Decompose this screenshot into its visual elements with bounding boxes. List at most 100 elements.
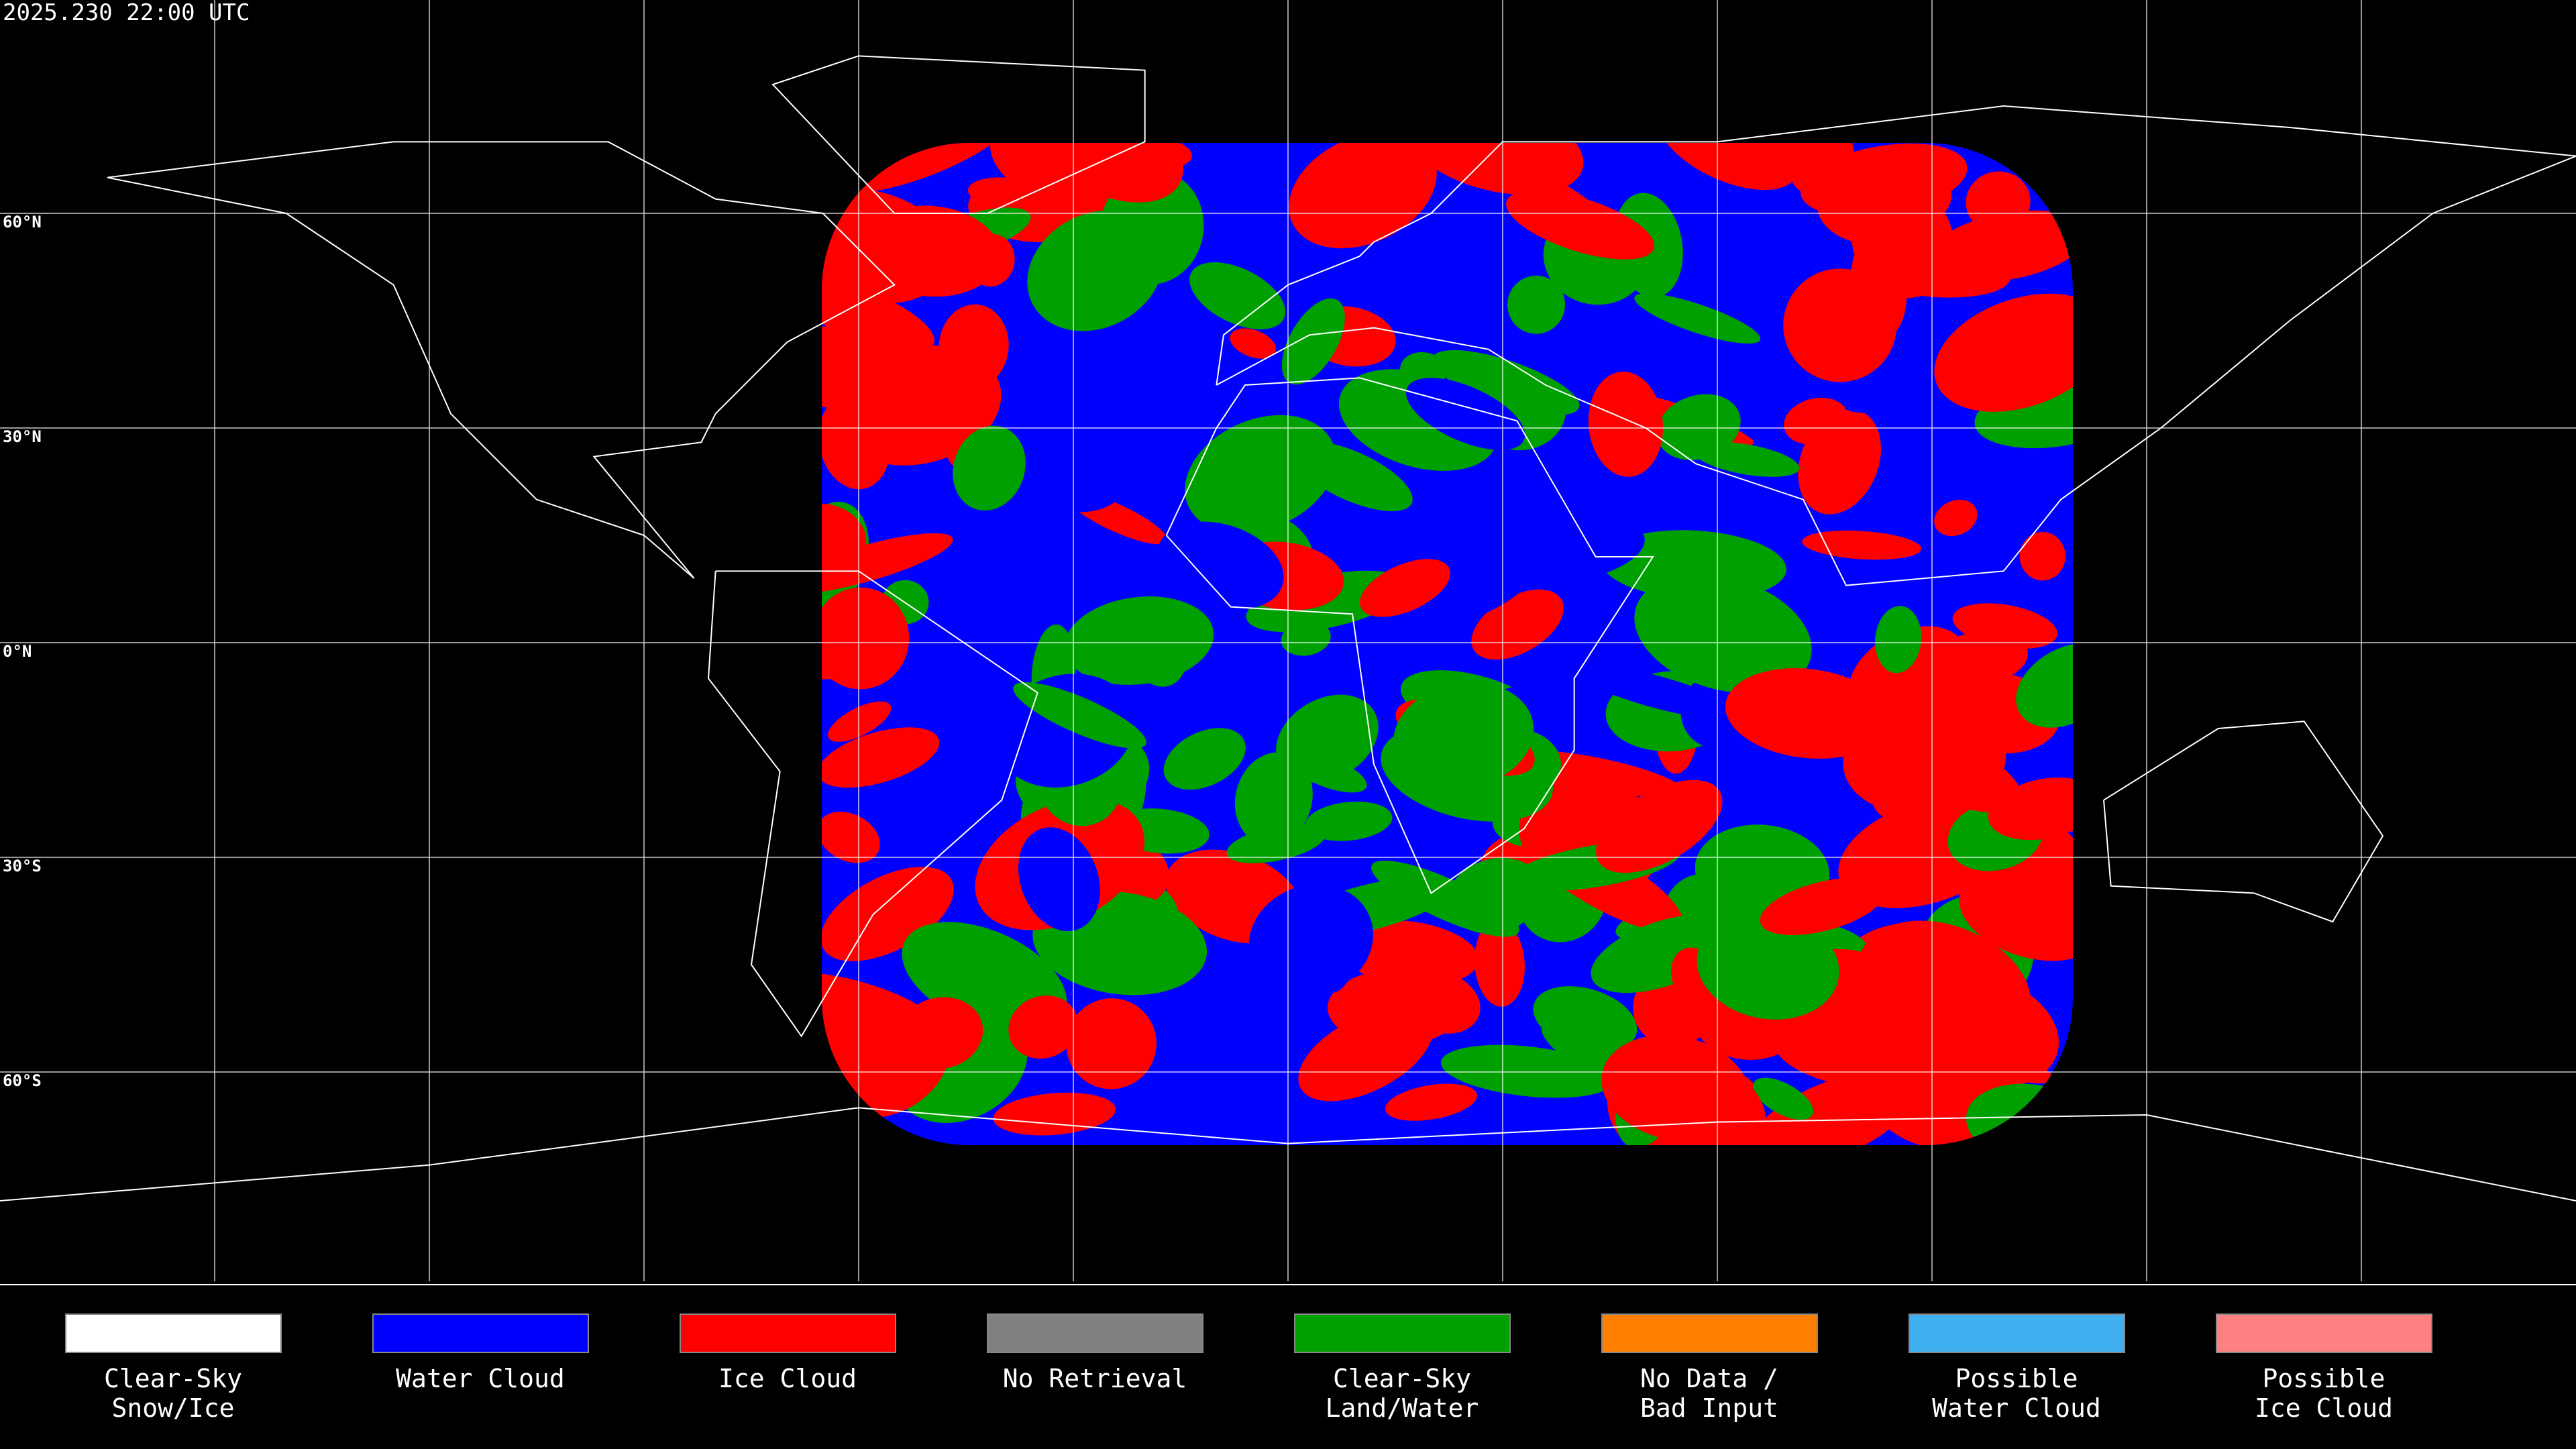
legend-label: Water Cloud xyxy=(1932,1393,2101,1423)
cloud-area xyxy=(1802,530,1922,560)
clear-sky-area xyxy=(1027,210,1164,331)
cloud-area xyxy=(2019,531,2065,581)
cloud-area xyxy=(822,727,940,788)
clear-sky-area xyxy=(1693,441,1800,477)
cloud-area xyxy=(1958,685,2006,782)
clear-sky-area xyxy=(1875,606,1922,674)
coastline xyxy=(2103,720,2384,923)
cloud-area xyxy=(1601,1034,1750,1142)
legend-label: No Retrieval xyxy=(1003,1364,1187,1393)
cloud-area xyxy=(1775,1025,1922,1089)
cloud-area xyxy=(1248,884,1373,996)
cloud-area xyxy=(822,587,910,690)
coastline xyxy=(1216,105,2576,586)
legend-label: Land/Water xyxy=(1326,1393,1479,1423)
cloud-area xyxy=(822,533,953,594)
cloud-phase-image xyxy=(822,143,2073,1145)
cloud-area xyxy=(1784,397,1849,445)
latitude-label: 60°N xyxy=(3,213,42,231)
cloud-area xyxy=(828,701,892,742)
legend-label: Snow/Ice xyxy=(111,1393,234,1423)
timestamp: 2025.230 22:00 UTC xyxy=(3,0,250,26)
clear-sky-area xyxy=(1697,912,1839,1020)
latitude-label: 0°N xyxy=(3,642,32,661)
clear-sky-area xyxy=(1752,1077,1814,1120)
cloud-area xyxy=(1406,378,1525,450)
clear-sky-area xyxy=(2016,643,2073,728)
cloud-area xyxy=(2004,299,2073,371)
cloud-area xyxy=(940,494,1077,604)
cloud-area xyxy=(1359,559,1450,617)
clear-sky-area xyxy=(1163,728,1246,790)
cloud-area xyxy=(822,867,954,961)
cloud-area xyxy=(898,997,983,1069)
clear-sky-area xyxy=(1064,596,1214,685)
legend-swatch xyxy=(1294,1313,1511,1353)
cloud-area xyxy=(1850,236,1907,338)
latitude-label: 30°N xyxy=(3,427,42,446)
clear-sky-area xyxy=(1440,1044,1615,1098)
cloud-area xyxy=(822,811,880,863)
clear-sky-area xyxy=(1276,694,1379,783)
legend-label: Water Cloud xyxy=(396,1364,565,1393)
legend-swatch xyxy=(65,1313,282,1353)
cloud-area xyxy=(1858,920,2031,1049)
clear-sky-area xyxy=(1189,262,1286,329)
cloud-area xyxy=(859,205,1001,297)
cloud-area xyxy=(1934,499,1978,537)
legend-label: Ice Cloud xyxy=(718,1364,857,1393)
cloud-area xyxy=(822,326,940,413)
cloud-area xyxy=(1008,995,1079,1059)
cloud-area xyxy=(1760,877,1885,935)
legend-label: No Data / xyxy=(1640,1364,1778,1393)
cloud-area xyxy=(1385,1083,1477,1121)
cloud-area xyxy=(1474,920,1525,1007)
legend-label: Ice Cloud xyxy=(2255,1393,2393,1423)
clear-sky-area xyxy=(1634,293,1761,344)
clear-sky-area xyxy=(1634,574,1812,693)
cloud-area xyxy=(822,244,905,299)
cloud-area xyxy=(1157,521,1284,610)
legend-swatch xyxy=(680,1313,896,1353)
legend-swatch xyxy=(1909,1313,2125,1353)
cloud-area xyxy=(822,279,934,353)
cloud-area xyxy=(822,503,867,574)
latitude-label: 30°S xyxy=(3,857,42,875)
legend-label: Bad Input xyxy=(1640,1393,1778,1423)
cloud-area xyxy=(1596,780,1723,873)
clear-sky-area xyxy=(1263,427,1305,491)
legend-swatch xyxy=(1601,1313,1818,1353)
graticule xyxy=(0,0,2576,1281)
clear-sky-area xyxy=(1393,682,1534,789)
legend-swatch xyxy=(2216,1313,2432,1353)
clear-sky-area xyxy=(1305,801,1393,841)
cloud-area xyxy=(1289,143,1437,249)
cloud-area xyxy=(1018,827,1100,932)
cloud-area xyxy=(1405,143,1584,195)
clear-sky-area xyxy=(1507,275,1566,334)
coastline xyxy=(107,141,896,579)
clear-sky-area xyxy=(1533,986,1638,1053)
cloud-area xyxy=(1298,1007,1434,1102)
legend-label: Possible xyxy=(1955,1364,2078,1393)
clear-sky-area xyxy=(1226,824,1326,863)
cloud-area xyxy=(1588,372,1664,477)
cloud-area xyxy=(1988,777,2073,841)
cloud-area xyxy=(1657,143,1799,191)
cloud-area xyxy=(1571,663,1741,720)
legend-swatch xyxy=(987,1313,1203,1353)
legend-label: Clear-Sky xyxy=(104,1364,242,1393)
legend-label: Possible xyxy=(2262,1364,2385,1393)
legend-label: Clear-Sky xyxy=(1333,1364,1471,1393)
cloud-area xyxy=(1230,328,1276,359)
coastline xyxy=(1165,377,1654,894)
latitude-label: 60°S xyxy=(3,1071,42,1090)
cloud-area xyxy=(993,1092,1116,1136)
coastline xyxy=(707,570,1038,1038)
cloud-area xyxy=(1506,190,1655,260)
cloud-area xyxy=(926,355,997,411)
cloud-area xyxy=(1066,998,1157,1089)
cloud-area xyxy=(1725,668,1889,759)
